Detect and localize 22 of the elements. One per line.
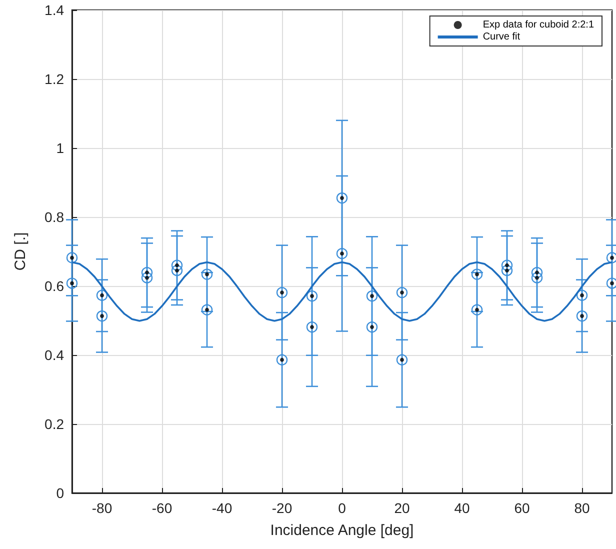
- y-axis-title: CD [.]: [12, 232, 29, 271]
- y-tick-label: 0.2: [44, 416, 64, 432]
- x-tick-label: -40: [212, 500, 232, 516]
- y-tick-label: 1.4: [44, 2, 64, 18]
- y-tick-label: 0.8: [44, 209, 64, 225]
- x-tick-label: -80: [92, 500, 112, 516]
- x-tick-label: 40: [454, 500, 470, 516]
- x-tick-label: 0: [338, 500, 346, 516]
- x-tick-label: -60: [152, 500, 172, 516]
- y-tick-label: 0: [56, 485, 64, 501]
- x-tick-label: 20: [394, 500, 410, 516]
- y-tick-label: 0.6: [44, 278, 64, 294]
- legend-label: Curve fit: [482, 32, 520, 42]
- x-tick-label: -20: [272, 500, 292, 516]
- x-tick-label: 60: [514, 500, 530, 516]
- x-axis-title: Incidence Angle [deg]: [270, 522, 414, 539]
- y-tick-label: 1: [56, 140, 64, 156]
- line-series: [71, 261, 613, 322]
- x-tick-label: 80: [574, 500, 590, 516]
- y-tick-label: 0.4: [44, 347, 64, 363]
- legend-label: Exp data for cuboid 2:2:1: [482, 20, 594, 30]
- y-tick-label: 1.2: [44, 71, 64, 87]
